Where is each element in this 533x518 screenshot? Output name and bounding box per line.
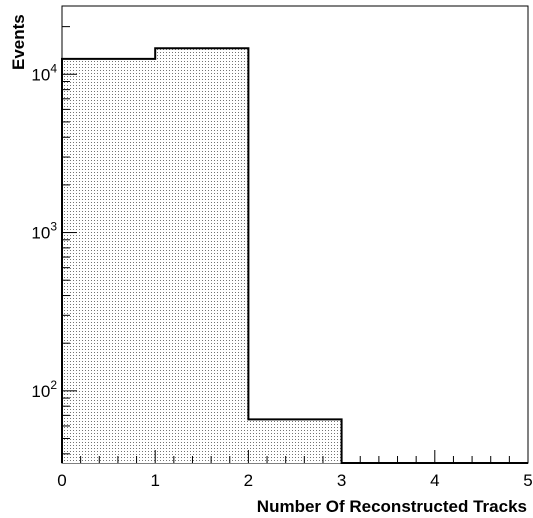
x-tick-label: 4 xyxy=(430,471,439,490)
x-tick-label: 0 xyxy=(57,471,66,490)
y-axis-ticks xyxy=(62,26,77,455)
x-tick-label: 5 xyxy=(523,471,532,490)
histogram-bars xyxy=(62,48,342,464)
y-tick-label: 102 xyxy=(31,378,57,401)
y-axis-tick-labels: 102 103 104 xyxy=(31,61,57,401)
x-axis-tick-labels: 0 1 2 3 4 5 xyxy=(57,471,532,490)
x-axis-ticks xyxy=(61,450,529,463)
y-tick-label: 103 xyxy=(31,220,57,243)
y-axis-label: Events xyxy=(9,14,28,70)
x-axis-label: Number Of Reconstructed Tracks xyxy=(257,497,527,516)
x-tick-label: 3 xyxy=(337,471,346,490)
histogram-bar xyxy=(155,48,249,463)
x-tick-label: 1 xyxy=(150,471,159,490)
histogram-outline xyxy=(61,47,528,464)
histogram-bar xyxy=(248,419,342,463)
x-tick-label: 2 xyxy=(244,471,253,490)
histogram-bar xyxy=(62,58,156,464)
y-tick-label: 104 xyxy=(31,61,57,84)
